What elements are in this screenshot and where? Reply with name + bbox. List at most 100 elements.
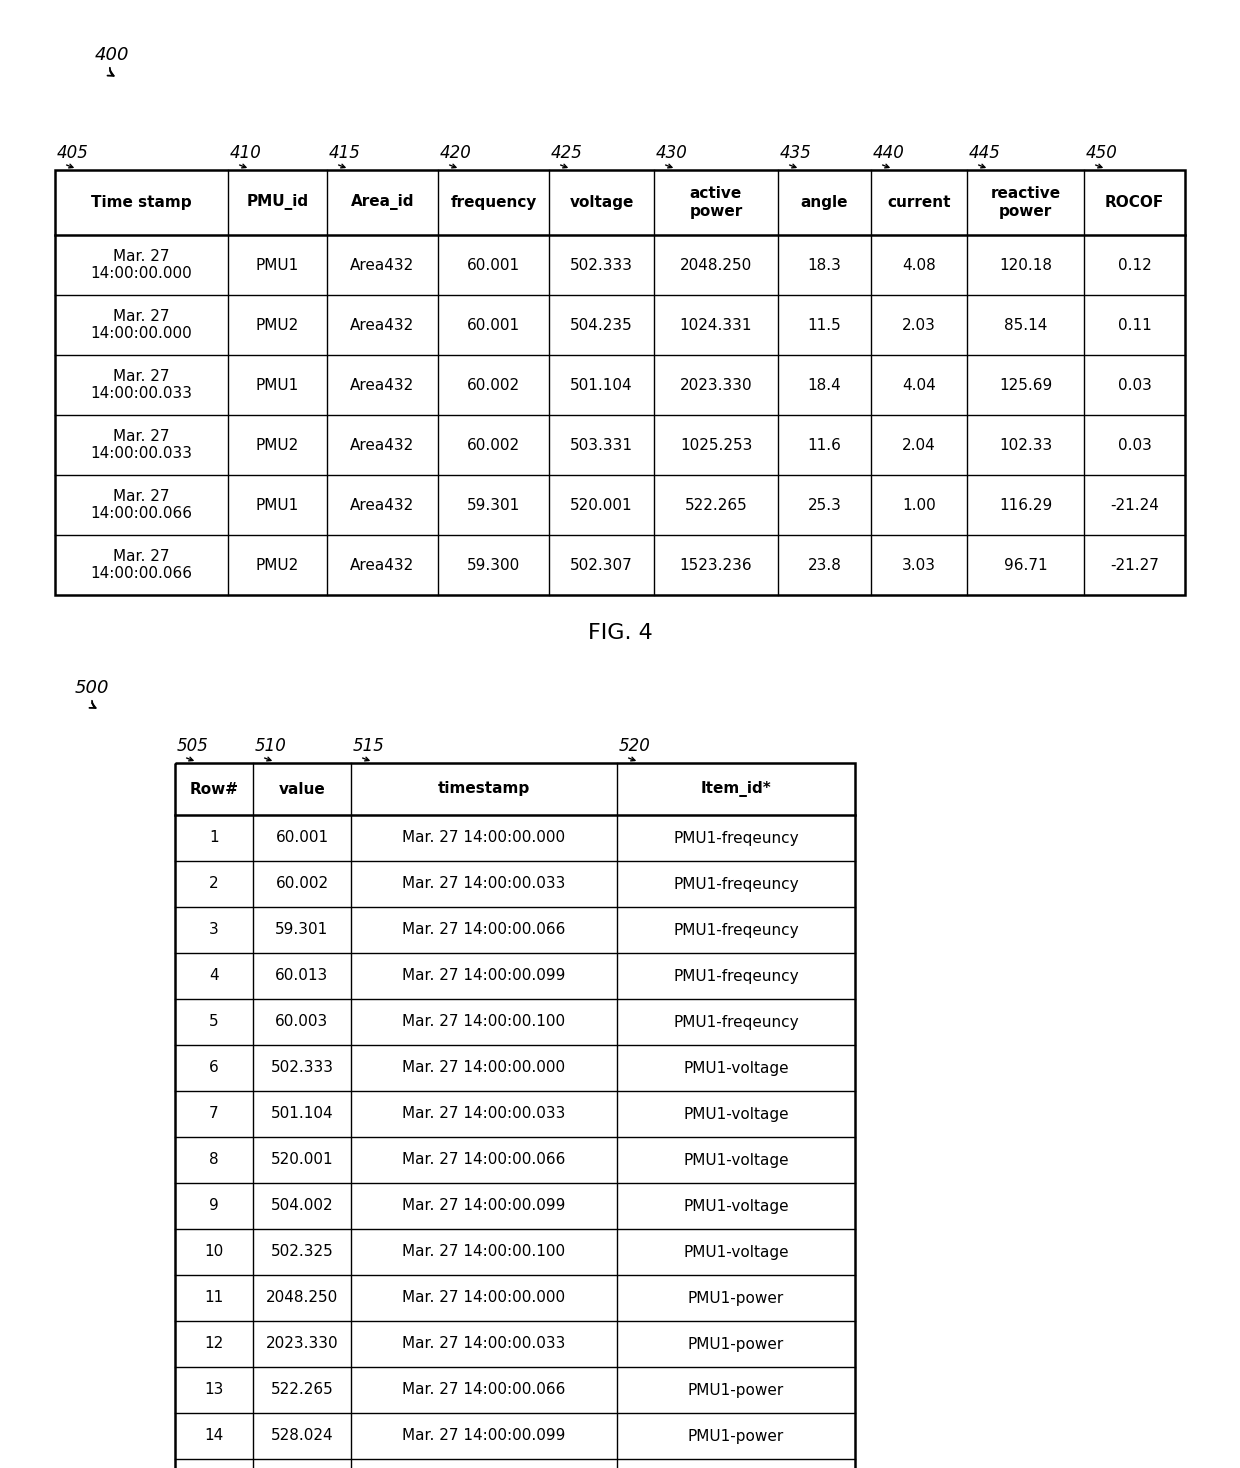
Text: PMU1-freqeuncy: PMU1-freqeuncy	[673, 922, 799, 938]
Text: 10: 10	[205, 1245, 223, 1260]
Text: 1.00: 1.00	[903, 498, 936, 512]
Text: 503.331: 503.331	[570, 437, 632, 452]
Text: 4: 4	[210, 969, 218, 984]
Text: -21.27: -21.27	[1110, 558, 1159, 573]
Text: 2023.330: 2023.330	[680, 377, 753, 392]
Text: 96.71: 96.71	[1003, 558, 1048, 573]
Text: 125.69: 125.69	[999, 377, 1052, 392]
Text: Mar. 27 14:00:00.000: Mar. 27 14:00:00.000	[403, 1060, 565, 1076]
Text: 60.013: 60.013	[275, 969, 329, 984]
Text: Mar. 27 14:00:00.100: Mar. 27 14:00:00.100	[403, 1245, 565, 1260]
Text: Area432: Area432	[351, 257, 414, 273]
Text: 2.03: 2.03	[901, 317, 936, 332]
Text: angle: angle	[801, 195, 848, 210]
Text: 2023.330: 2023.330	[265, 1336, 339, 1352]
Text: 59.300: 59.300	[467, 558, 520, 573]
Text: 405: 405	[57, 144, 89, 161]
Text: 5: 5	[210, 1014, 218, 1029]
Text: 11.5: 11.5	[807, 317, 842, 332]
Text: Area432: Area432	[351, 558, 414, 573]
Text: 6: 6	[210, 1060, 219, 1076]
Text: 1523.236: 1523.236	[680, 558, 753, 573]
Text: 59.301: 59.301	[467, 498, 520, 512]
Text: 430: 430	[656, 144, 688, 161]
Text: 60.001: 60.001	[275, 831, 329, 846]
Text: 522.265: 522.265	[270, 1383, 334, 1398]
Text: 501.104: 501.104	[570, 377, 632, 392]
Text: 9: 9	[210, 1198, 219, 1214]
Text: 504.235: 504.235	[570, 317, 632, 332]
Text: ROCOF: ROCOF	[1105, 195, 1164, 210]
Text: PMU1-voltage: PMU1-voltage	[683, 1107, 789, 1122]
Text: PMU_id: PMU_id	[247, 194, 309, 210]
Text: PMU1: PMU1	[255, 377, 299, 392]
Text: 520.001: 520.001	[270, 1152, 334, 1167]
Text: -21.24: -21.24	[1110, 498, 1159, 512]
Text: PMU1-voltage: PMU1-voltage	[683, 1060, 789, 1076]
Text: Row#: Row#	[190, 781, 238, 797]
Text: FIG. 4: FIG. 4	[588, 622, 652, 643]
Text: 18.3: 18.3	[807, 257, 842, 273]
Text: 1025.253: 1025.253	[680, 437, 753, 452]
Text: 4.04: 4.04	[903, 377, 936, 392]
Text: 515: 515	[353, 737, 384, 755]
Text: Area432: Area432	[351, 498, 414, 512]
Text: 435: 435	[780, 144, 812, 161]
Bar	[55, 170, 1185, 595]
Text: 120.18: 120.18	[999, 257, 1052, 273]
Text: 520.001: 520.001	[570, 498, 632, 512]
Text: Mar. 27 14:00:00.099: Mar. 27 14:00:00.099	[402, 1428, 565, 1443]
Text: Mar. 27
14:00:00.000: Mar. 27 14:00:00.000	[91, 248, 192, 282]
Text: Mar. 27 14:00:00.066: Mar. 27 14:00:00.066	[402, 1383, 565, 1398]
Text: PMU1-voltage: PMU1-voltage	[683, 1245, 789, 1260]
Text: Mar. 27 14:00:00.066: Mar. 27 14:00:00.066	[402, 922, 565, 938]
Text: value: value	[279, 781, 325, 797]
Text: PMU1-freqeuncy: PMU1-freqeuncy	[673, 969, 799, 984]
Text: 102.33: 102.33	[999, 437, 1052, 452]
Text: 0.03: 0.03	[1117, 437, 1152, 452]
Text: 14: 14	[205, 1428, 223, 1443]
Text: Mar. 27 14:00:00.033: Mar. 27 14:00:00.033	[402, 876, 565, 891]
Text: PMU1: PMU1	[255, 498, 299, 512]
Text: 60.001: 60.001	[467, 257, 520, 273]
Text: 2: 2	[210, 876, 218, 891]
Text: 7: 7	[210, 1107, 218, 1122]
Text: 116.29: 116.29	[999, 498, 1052, 512]
Text: PMU2: PMU2	[255, 317, 299, 332]
Text: Mar. 27
14:00:00.000: Mar. 27 14:00:00.000	[91, 308, 192, 341]
Text: Mar. 27 14:00:00.000: Mar. 27 14:00:00.000	[403, 831, 565, 846]
Text: 504.002: 504.002	[270, 1198, 334, 1214]
Text: 505: 505	[177, 737, 208, 755]
Text: Mar. 27
14:00:00.066: Mar. 27 14:00:00.066	[91, 549, 192, 581]
Text: Mar. 27 14:00:00.099: Mar. 27 14:00:00.099	[402, 969, 565, 984]
Text: frequency: frequency	[450, 195, 537, 210]
Text: 500: 500	[74, 680, 109, 697]
Text: PMU1-freqeuncy: PMU1-freqeuncy	[673, 876, 799, 891]
Text: Mar. 27
14:00:00.033: Mar. 27 14:00:00.033	[91, 368, 192, 401]
Text: PMU1-freqeuncy: PMU1-freqeuncy	[673, 831, 799, 846]
Text: timestamp: timestamp	[438, 781, 531, 797]
Text: 425: 425	[551, 144, 583, 161]
Text: 60.002: 60.002	[467, 437, 520, 452]
Text: 85.14: 85.14	[1004, 317, 1048, 332]
Text: Mar. 27 14:00:00.100: Mar. 27 14:00:00.100	[403, 1014, 565, 1029]
Text: PMU1-power: PMU1-power	[688, 1383, 784, 1398]
Text: PMU1-voltage: PMU1-voltage	[683, 1152, 789, 1167]
Text: 502.307: 502.307	[570, 558, 632, 573]
Text: Time stamp: Time stamp	[92, 195, 192, 210]
Text: 450: 450	[1086, 144, 1118, 161]
Text: 510: 510	[255, 737, 286, 755]
Text: 12: 12	[205, 1336, 223, 1352]
Text: 60.002: 60.002	[467, 377, 520, 392]
Text: 4.08: 4.08	[903, 257, 936, 273]
Text: 11.6: 11.6	[807, 437, 842, 452]
Text: Mar. 27 14:00:00.033: Mar. 27 14:00:00.033	[402, 1107, 565, 1122]
Text: 2048.250: 2048.250	[680, 257, 753, 273]
Text: 60.003: 60.003	[275, 1014, 329, 1029]
Text: 60.001: 60.001	[467, 317, 520, 332]
Text: 520: 520	[619, 737, 651, 755]
Text: 13: 13	[205, 1383, 223, 1398]
Text: 25.3: 25.3	[807, 498, 842, 512]
Text: 415: 415	[329, 144, 361, 161]
Text: 1: 1	[210, 831, 218, 846]
